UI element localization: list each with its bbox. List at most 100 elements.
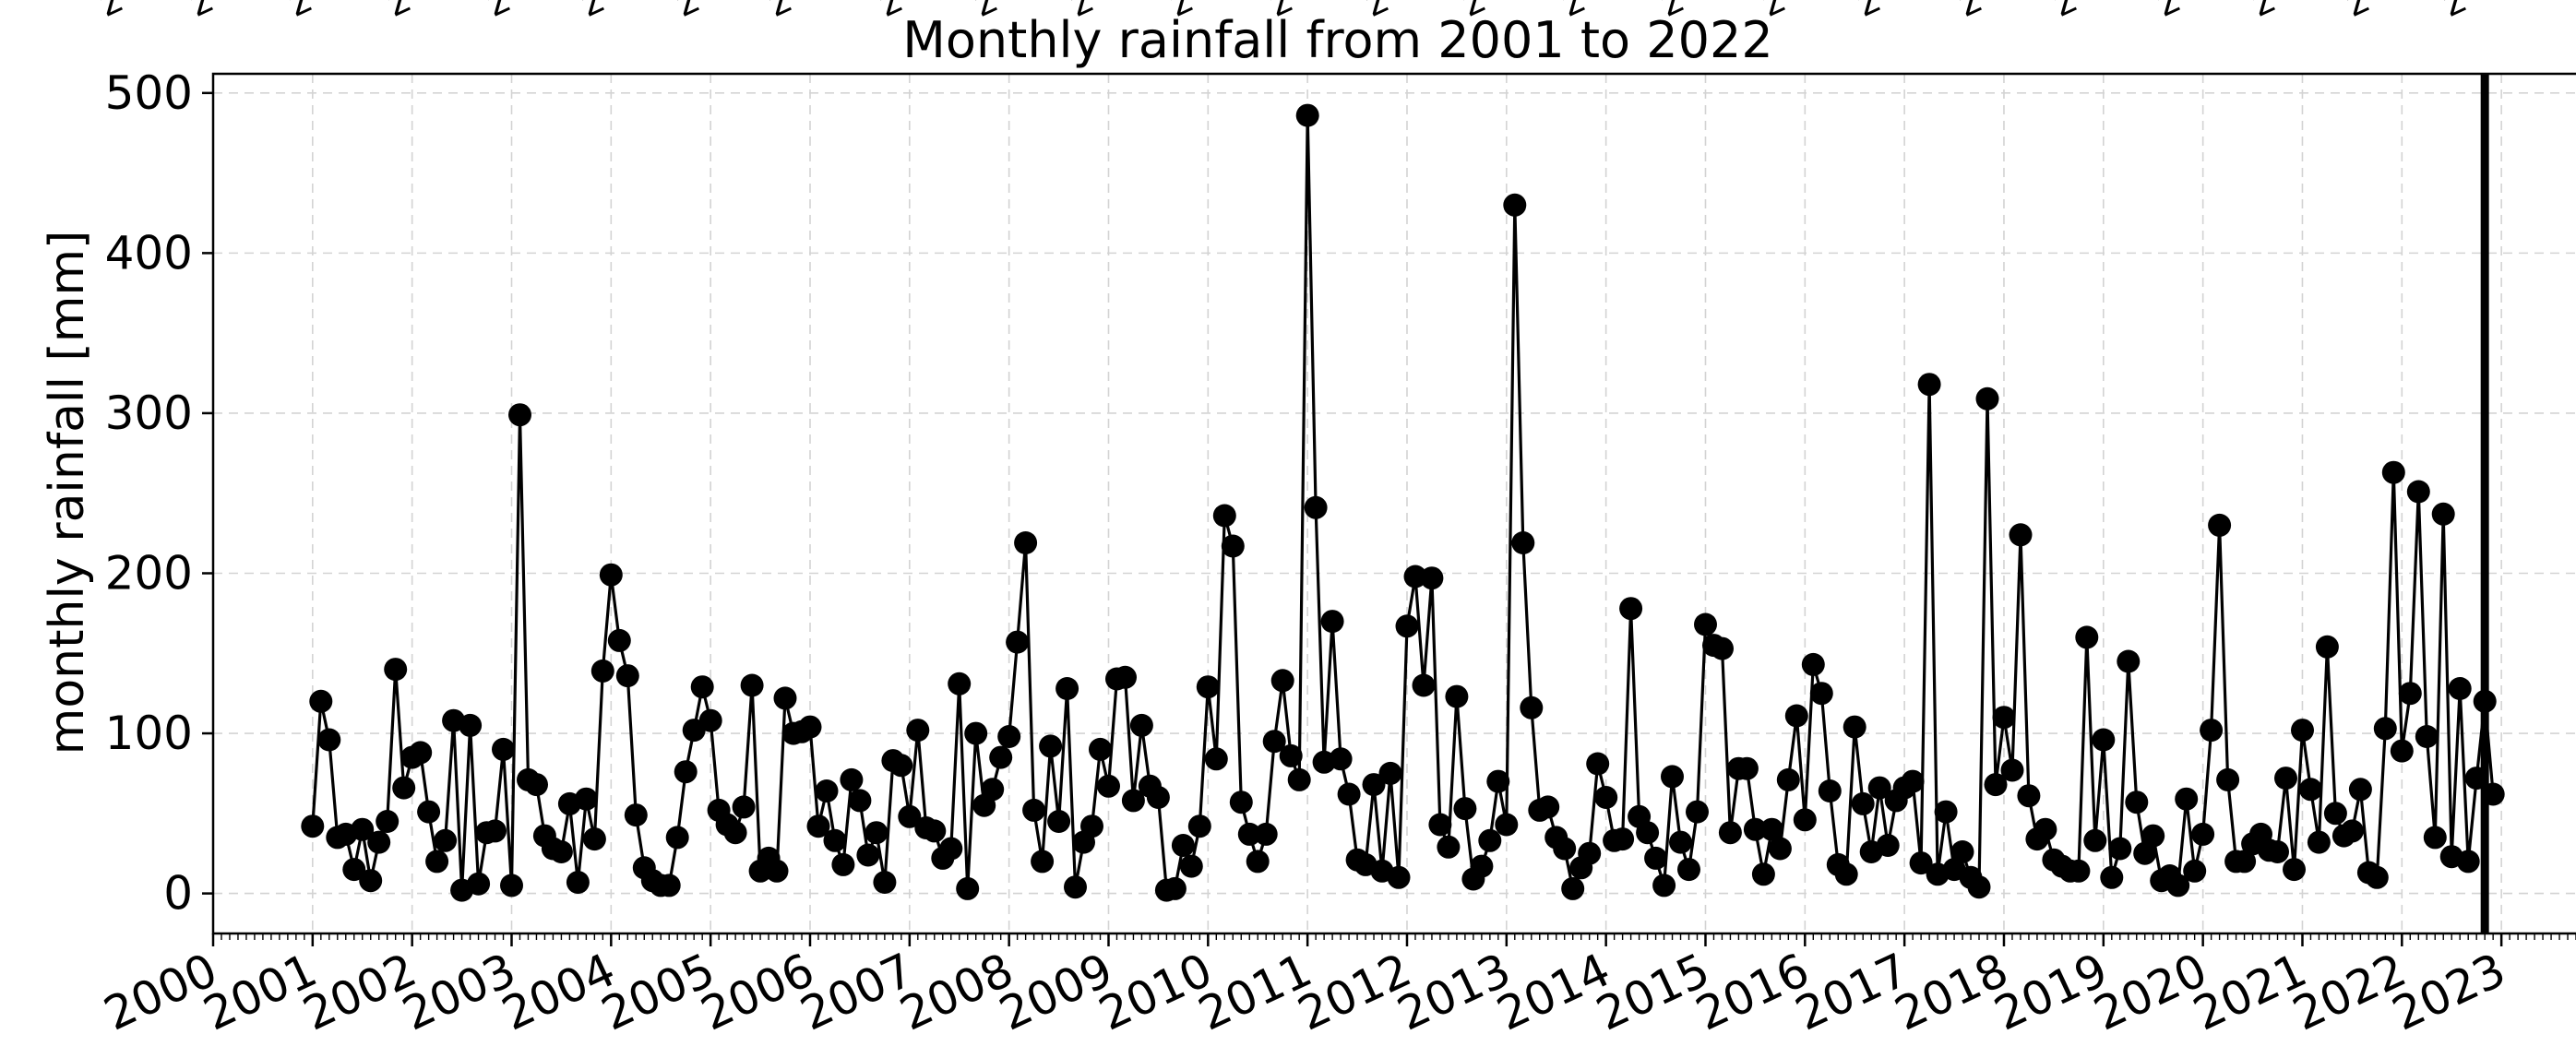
data-point <box>1809 682 1833 706</box>
data-point <box>1047 810 1071 833</box>
data-point <box>1121 789 1145 813</box>
data-point <box>2340 819 2364 843</box>
data-point <box>1229 791 1253 814</box>
data-point <box>690 675 714 699</box>
data-point <box>1204 747 1228 771</box>
top-z-mark: z <box>761 0 796 26</box>
data-point <box>2381 460 2405 484</box>
data-point <box>1279 743 1303 767</box>
data-point <box>1553 837 1577 861</box>
data-point <box>2092 728 2116 752</box>
top-z-mark: z <box>2046 0 2081 26</box>
data-point <box>1412 673 1436 697</box>
top-z-mark: z <box>669 0 704 26</box>
data-point <box>2406 480 2430 504</box>
data-point <box>1536 795 1560 819</box>
data-point <box>2075 625 2099 649</box>
data-point <box>1089 737 1112 761</box>
data-point <box>2283 858 2306 882</box>
data-point <box>1114 665 1137 689</box>
data-point <box>1876 834 1900 857</box>
series-monthly-rainfall <box>301 103 2505 902</box>
data-point <box>773 686 797 710</box>
data-point <box>409 741 433 765</box>
data-point <box>2456 850 2480 874</box>
data-point <box>1337 782 1361 806</box>
data-point <box>2175 787 2199 811</box>
data-point <box>1669 830 1692 854</box>
data-point <box>2067 859 2091 883</box>
data-point <box>1578 841 1602 865</box>
data-point <box>434 828 458 852</box>
data-point <box>2166 874 2190 898</box>
data-point <box>1677 858 1700 882</box>
y-axis-ticks: 0 100 200 300 400 500 <box>105 66 213 921</box>
top-z-mark: z <box>1951 0 1986 26</box>
data-point <box>1801 652 1825 676</box>
data-point <box>1395 614 1419 638</box>
data-point <box>2291 719 2314 743</box>
top-z-mark: z <box>92 0 127 26</box>
data-point <box>2000 758 2024 782</box>
data-point <box>2266 840 2289 863</box>
data-point <box>1014 531 1038 554</box>
data-point <box>1246 850 1270 874</box>
data-point <box>1511 531 1535 554</box>
data-point <box>1686 800 1709 824</box>
data-point <box>1171 834 1195 857</box>
data-point <box>939 837 963 861</box>
data-point <box>1619 597 1643 621</box>
top-z-mark: z <box>2339 0 2374 26</box>
data-point <box>1320 610 1344 634</box>
y-tick-label: 400 <box>105 226 193 279</box>
data-point <box>674 760 698 784</box>
data-point <box>2448 677 2472 700</box>
data-point <box>2323 802 2347 826</box>
data-point <box>525 773 548 797</box>
data-point <box>2133 841 2157 865</box>
data-point <box>500 874 523 898</box>
data-point <box>1031 850 1055 874</box>
data-point <box>898 804 922 828</box>
data-point <box>2415 725 2439 748</box>
data-point <box>1254 822 1278 846</box>
data-point <box>1478 828 1502 852</box>
data-point <box>840 767 864 791</box>
data-point <box>1561 876 1585 900</box>
data-point <box>1735 756 1759 780</box>
data-point <box>815 779 839 802</box>
data-point <box>1387 865 1411 889</box>
data-point <box>1453 797 1477 821</box>
data-point <box>367 830 391 854</box>
data-point <box>1503 193 1527 217</box>
data-point <box>342 858 366 882</box>
data-point <box>566 871 590 894</box>
y-tick-label: 500 <box>105 66 193 120</box>
data-point <box>856 843 880 867</box>
data-point <box>301 814 325 838</box>
data-point <box>317 728 341 752</box>
y-tick-label: 200 <box>105 546 193 600</box>
data-point <box>2200 719 2224 743</box>
data-point <box>981 778 1005 802</box>
data-point <box>1711 636 1734 660</box>
data-point <box>425 850 449 874</box>
data-point <box>1967 875 1991 899</box>
data-point <box>1759 817 1783 841</box>
data-point <box>906 719 930 743</box>
y-tick-label: 0 <box>163 867 193 921</box>
y-axis-label: monthly rainfall [mm] <box>40 231 95 755</box>
data-point <box>309 689 333 713</box>
data-point <box>1586 752 1610 776</box>
data-point <box>1784 704 1808 728</box>
data-point <box>2365 865 2389 889</box>
data-point <box>1196 675 1220 699</box>
data-point <box>1006 630 1030 654</box>
data-point <box>2315 635 2339 659</box>
data-point <box>1403 565 1427 588</box>
data-point <box>823 828 847 852</box>
data-point <box>607 628 631 652</box>
data-point <box>384 658 408 682</box>
data-point <box>1751 862 1775 886</box>
top-z-mark: z <box>281 0 316 26</box>
